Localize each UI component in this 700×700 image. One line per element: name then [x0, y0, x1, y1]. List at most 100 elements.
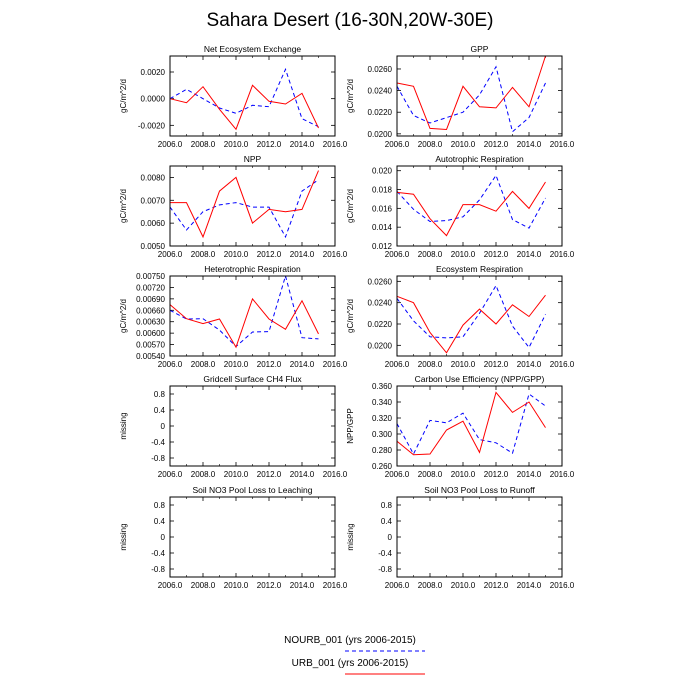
x-tick-label: 2012.0: [257, 360, 282, 369]
plot-frame: [396, 55, 563, 137]
x-tick-label: 2016.0: [323, 470, 348, 479]
y-tick-label: 0.0220: [368, 320, 393, 329]
x-tick-label: 2010.0: [224, 470, 249, 479]
series-line-nourb-001: [396, 393, 546, 456]
y-tick-label: 0.012: [372, 242, 393, 251]
y-tick-label: 0.320: [372, 414, 393, 423]
x-tick-label: 2014.0: [517, 250, 542, 259]
y-tick-label: 0.0070: [141, 196, 166, 205]
chart-title: GPP: [471, 44, 489, 54]
x-tick-label: 2012.0: [257, 581, 282, 590]
plot-frame: [169, 55, 336, 137]
chart-title: Heterotrophic Respiration: [204, 264, 301, 274]
chart-title: Gridcell Surface CH4 Flux: [203, 374, 302, 384]
y-tick-label: 0.260: [372, 462, 393, 471]
y-tick-label: 0.00540: [136, 352, 165, 361]
y-tick-label: 0.00600: [136, 329, 165, 338]
plot-frame: [169, 165, 336, 247]
x-tick-label: 2012.0: [484, 470, 509, 479]
x-tick-label: 2006.0: [385, 250, 410, 259]
y-axis-label: gC/m^2/d: [346, 189, 355, 223]
y-tick-label: -0.0020: [138, 121, 166, 130]
x-tick-label: 2006.0: [158, 250, 183, 259]
y-tick-label: 0.8: [381, 501, 393, 510]
x-tick-label: 2012.0: [257, 250, 282, 259]
chart-carbon-use-efficiency-npp-gpp: Carbon Use Efficiency (NPP/GPP) NPP/GPP 20…: [346, 374, 575, 479]
x-tick-label: 2006.0: [385, 470, 410, 479]
x-tick-label: 2008.0: [418, 360, 443, 369]
y-tick-label: -0.4: [151, 438, 165, 447]
y-tick-label: 0.014: [372, 223, 393, 232]
y-tick-label: 0.0200: [368, 341, 393, 350]
y-tick-label: -0.8: [151, 565, 165, 574]
y-tick-label: 0.8: [154, 390, 166, 399]
y-tick-label: 0.0020: [141, 68, 166, 77]
x-tick-label: 2006.0: [158, 140, 183, 149]
chart-npp: NPP gC/m^2/d 2006.0 2008.0 2010.0 2012.0 2014.…: [119, 154, 348, 259]
series-line-urb-001: [396, 294, 546, 354]
chart-title: Soil NO3 Pool Loss to Leaching: [192, 485, 312, 495]
x-tick-label: 2008.0: [191, 581, 216, 590]
x-tick-label: 2014.0: [517, 140, 542, 149]
x-tick-label: 2006.0: [385, 140, 410, 149]
x-tick-label: 2016.0: [323, 581, 348, 590]
y-tick-label: 0.020: [372, 167, 393, 176]
x-tick-label: 2016.0: [550, 470, 575, 479]
chart-title: Autotrophic Respiration: [435, 154, 524, 164]
x-tick-label: 2006.0: [158, 360, 183, 369]
y-tick-label: 0.300: [372, 430, 393, 439]
x-tick-label: 2014.0: [290, 250, 315, 259]
x-tick-label: 2008.0: [418, 140, 443, 149]
y-tick-label: 0.0240: [368, 299, 393, 308]
y-tick-label: 0.0060: [141, 219, 166, 228]
x-tick-label: 2014.0: [517, 470, 542, 479]
x-tick-label: 2016.0: [323, 360, 348, 369]
series-line-nourb-001: [169, 67, 319, 128]
x-tick-label: 2014.0: [290, 470, 315, 479]
series-line-urb-001: [396, 391, 546, 456]
plot-frame: [169, 275, 336, 357]
y-axis-label: gC/m^2/d: [346, 79, 355, 113]
y-tick-label: 0.0200: [368, 130, 393, 139]
x-tick-label: 2012.0: [484, 250, 509, 259]
chart-title: Soil NO3 Pool Loss to Runoff: [424, 485, 535, 495]
x-tick-label: 2010.0: [451, 470, 476, 479]
y-tick-label: 0.016: [372, 204, 393, 213]
chart-autotrophic-respiration: Autotrophic Respiration gC/m^2/d 2006.0 200…: [346, 154, 575, 259]
y-tick-label: 0: [388, 533, 393, 542]
x-tick-label: 2008.0: [418, 470, 443, 479]
figure-title: Sahara Desert (16-30N,20W-30E): [206, 10, 494, 31]
chart-gpp: GPP gC/m^2/d 2006.0 2008.0 2010.0 2012.0 2014.…: [346, 44, 575, 149]
series-line-nourb-001: [396, 65, 546, 133]
series-line-nourb-001: [169, 179, 319, 239]
plot-frame: [396, 165, 563, 247]
legend-label-nourb: NOURB_001 (yrs 2006-2015): [284, 635, 416, 646]
y-tick-label: 0.0050: [141, 242, 166, 251]
y-tick-label: -0.8: [378, 565, 392, 574]
x-tick-label: 2014.0: [517, 581, 542, 590]
x-tick-label: 2012.0: [484, 581, 509, 590]
y-axis-label: gC/m^2/d: [119, 189, 128, 223]
y-tick-label: 0.00660: [136, 306, 165, 315]
y-tick-label: 0.018: [372, 186, 393, 195]
x-tick-label: 2012.0: [484, 140, 509, 149]
x-tick-label: 2010.0: [451, 360, 476, 369]
y-tick-label: 0.00720: [136, 283, 165, 292]
chart-net-ecosystem-exchange: Net Ecosystem Exchange gC/m^2/d 2006.0 2008…: [119, 44, 348, 149]
y-tick-label: 0.280: [372, 446, 393, 455]
x-tick-label: 2006.0: [385, 581, 410, 590]
series-line-urb-001: [396, 55, 546, 131]
chart-gridcell-surface-ch4-flux: Gridcell Surface CH4 Flux missing 2006.0 20…: [119, 374, 348, 479]
plot-frame: [396, 275, 563, 357]
x-tick-label: 2014.0: [517, 360, 542, 369]
y-tick-label: 0.00630: [136, 318, 165, 327]
x-tick-label: 2010.0: [451, 140, 476, 149]
chart-title: Carbon Use Efficiency (NPP/GPP): [415, 374, 545, 384]
y-tick-label: 0.00690: [136, 295, 165, 304]
chart-title: Ecosystem Respiration: [436, 264, 523, 274]
y-tick-label: 0.4: [381, 517, 393, 526]
chart-title: NPP: [244, 154, 262, 164]
y-axis-label: gC/m^2/d: [119, 299, 128, 333]
plot-frame: [396, 496, 563, 578]
x-tick-label: 2016.0: [323, 250, 348, 259]
